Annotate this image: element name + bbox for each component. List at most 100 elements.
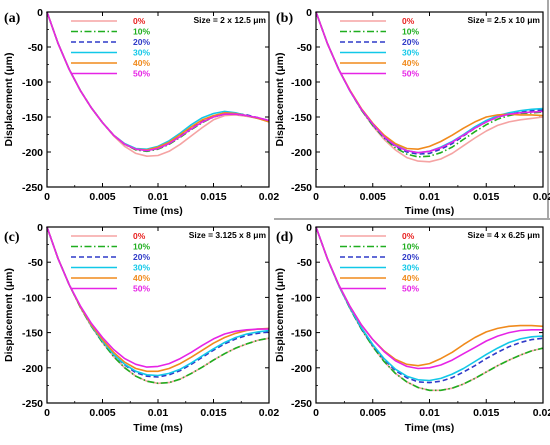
series-line-50pct (46, 11, 270, 152)
legend-label: 40% (133, 273, 150, 283)
legend: 0%10%20%30%40%50% (71, 231, 150, 294)
series-line-10pct (315, 11, 544, 158)
x-axis-title: Time (ms) (405, 205, 454, 217)
y-tick-label: -100 (291, 292, 312, 304)
y-tick-label: -100 (22, 292, 43, 304)
series-line-20pct (46, 11, 270, 152)
x-tick-label: 0.005 (360, 407, 386, 419)
series-line-0pct (46, 11, 270, 157)
x-tick-label: 0.015 (200, 407, 226, 419)
plot-frame (46, 11, 270, 188)
x-axis-title: Time (ms) (133, 205, 182, 217)
series-line-0pct (315, 11, 544, 163)
panel-label: (a) (4, 11, 21, 26)
x-tick-label: 0.01 (419, 407, 440, 419)
y-tick-label: -150 (291, 328, 312, 340)
legend-label: 30% (133, 263, 150, 273)
y-tick-label: -50 (28, 42, 43, 54)
x-tick-label: 0.01 (419, 191, 440, 203)
legend-label: 0% (133, 16, 146, 26)
plot-frame (315, 11, 544, 188)
legend-label: 0% (402, 231, 415, 241)
series-line-30pct (46, 11, 270, 150)
y-tick-label: -250 (22, 398, 43, 410)
legend-label: 20% (133, 37, 150, 47)
panel-label: (c) (4, 230, 20, 245)
size-label: Size = 4 x 6.25 μm (467, 230, 540, 240)
y-axis-title: Displacement (μm) (274, 268, 286, 362)
x-tick-label: 0 (44, 191, 50, 203)
series-line-50pct (46, 226, 269, 368)
y-tick-label: -200 (291, 363, 312, 375)
y-tick-label: -150 (22, 112, 43, 124)
y-axis-title: Displacement (μm) (3, 53, 15, 147)
x-tick-label: 0.02 (259, 191, 280, 203)
size-label: Size = 2.5 x 10 μm (467, 15, 540, 25)
y-tick-label: -250 (291, 182, 312, 194)
y-tick-label: -100 (291, 77, 312, 89)
legend-label: 0% (402, 16, 415, 26)
x-tick-label: 0.005 (89, 407, 115, 419)
x-axis-title: Time (ms) (405, 422, 454, 434)
panel-label: (b) (276, 11, 293, 26)
legend-label: 40% (133, 58, 150, 68)
y-tick-label: -150 (22, 328, 43, 340)
x-tick-label: 0.02 (533, 191, 550, 203)
series-line-20pct (46, 226, 270, 378)
x-tick-label: 0.005 (89, 191, 115, 203)
x-tick-label: 0.015 (473, 191, 499, 203)
y-tick-label: -200 (22, 147, 43, 159)
series-line-20pct (315, 226, 544, 384)
series-line-30pct (315, 226, 544, 382)
legend-label: 10% (133, 242, 150, 252)
y-tick-label: -150 (291, 112, 312, 124)
series-line-40pct (315, 226, 544, 367)
legend-label: 30% (133, 48, 150, 58)
series-line-20pct (315, 11, 544, 155)
y-tick-label: -100 (22, 77, 43, 89)
size-label: Size = 2 x 12.5 μm (193, 15, 266, 25)
x-tick-label: 0.01 (148, 407, 169, 419)
y-tick-label: -250 (291, 398, 312, 410)
series-line-40pct (46, 226, 270, 373)
y-tick-label: -50 (28, 257, 43, 269)
series-line-30pct (315, 11, 544, 154)
series-line-30pct (46, 226, 270, 377)
x-tick-label: 0.02 (259, 407, 280, 419)
y-tick-label: 0 (306, 7, 312, 19)
legend: 0%10%20%30%40%50% (71, 16, 150, 79)
series-line-50pct (315, 11, 544, 154)
legend-label: 50% (133, 284, 150, 294)
y-tick-label: 0 (37, 222, 43, 234)
x-tick-label: 0.015 (473, 407, 499, 419)
legend-label: 30% (402, 263, 419, 273)
legend-label: 30% (402, 48, 419, 58)
size-label: Size = 3.125 x 8 μm (189, 230, 267, 240)
vertical-divider (547, 0, 549, 220)
x-tick-label: 0 (313, 191, 319, 203)
series-line-10pct (46, 226, 270, 385)
legend-label: 20% (402, 252, 419, 262)
x-tick-label: 0 (44, 407, 50, 419)
panel-label: (d) (276, 230, 293, 245)
y-axis-title: Displacement (μm) (3, 268, 15, 362)
y-axis-title: Displacement (μm) (274, 53, 286, 147)
y-tick-label: -200 (291, 147, 312, 159)
legend-label: 50% (402, 284, 419, 294)
x-axis-title: Time (ms) (133, 422, 182, 434)
legend-label: 50% (133, 69, 150, 79)
legend-label: 0% (133, 231, 146, 241)
horizontal-divider (274, 218, 550, 220)
y-tick-label: -50 (297, 42, 312, 54)
plot-frame (315, 226, 544, 404)
legend-label: 50% (402, 69, 419, 79)
legend-label: 10% (402, 242, 419, 252)
legend-label: 40% (402, 58, 419, 68)
x-tick-label: 0.01 (148, 191, 169, 203)
legend: 0%10%20%30%40%50% (340, 231, 419, 294)
series-line-10pct (46, 11, 270, 153)
